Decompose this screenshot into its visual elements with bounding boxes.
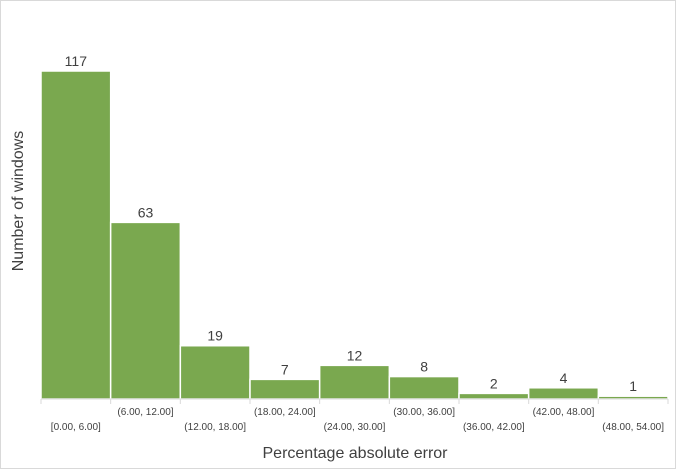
bar-5 bbox=[388, 375, 460, 400]
x-axis-ticks bbox=[40, 399, 669, 404]
value-label-1: 63 bbox=[138, 204, 154, 220]
y-axis-title: Number of windows bbox=[10, 131, 27, 272]
category-label-5: (30.00, 36.00] bbox=[393, 407, 455, 418]
value-label-3: 7 bbox=[281, 361, 289, 377]
value-label-2: 19 bbox=[207, 328, 223, 344]
value-labels-group: 117 63 19 7 12 8 2 4 1 bbox=[65, 53, 638, 394]
bars-group bbox=[40, 70, 669, 400]
category-label-0: [0.00, 6.00] bbox=[51, 422, 101, 433]
category-label-6: (36.00, 42.00] bbox=[463, 422, 525, 433]
category-label-3: (18.00, 24.00] bbox=[254, 407, 316, 418]
bar-0 bbox=[40, 70, 112, 400]
value-label-8: 1 bbox=[629, 378, 637, 394]
x-axis-title: Percentage absolute error bbox=[263, 445, 449, 462]
category-label-2: (12.00, 18.00] bbox=[184, 422, 246, 433]
category-label-7: (42.00, 48.00] bbox=[533, 407, 595, 418]
value-label-5: 8 bbox=[420, 359, 428, 375]
bar-4 bbox=[318, 364, 391, 400]
category-label-1: (6.00, 12.00] bbox=[117, 407, 173, 418]
bar-6 bbox=[458, 392, 530, 400]
category-label-8: (48.00, 54.00] bbox=[602, 422, 664, 433]
bar-2 bbox=[179, 344, 251, 400]
category-label-4: (24.00, 30.00] bbox=[324, 422, 386, 433]
value-label-7: 4 bbox=[560, 370, 568, 386]
value-label-6: 2 bbox=[490, 375, 498, 391]
bar-3 bbox=[249, 378, 321, 400]
value-label-4: 12 bbox=[347, 347, 363, 363]
value-label-0: 117 bbox=[65, 53, 88, 69]
bar-1 bbox=[109, 221, 182, 400]
x-axis-tick-labels: [0.00, 6.00] (6.00, 12.00] (12.00, 18.00] (… bbox=[51, 407, 664, 433]
bar-7 bbox=[527, 387, 600, 400]
